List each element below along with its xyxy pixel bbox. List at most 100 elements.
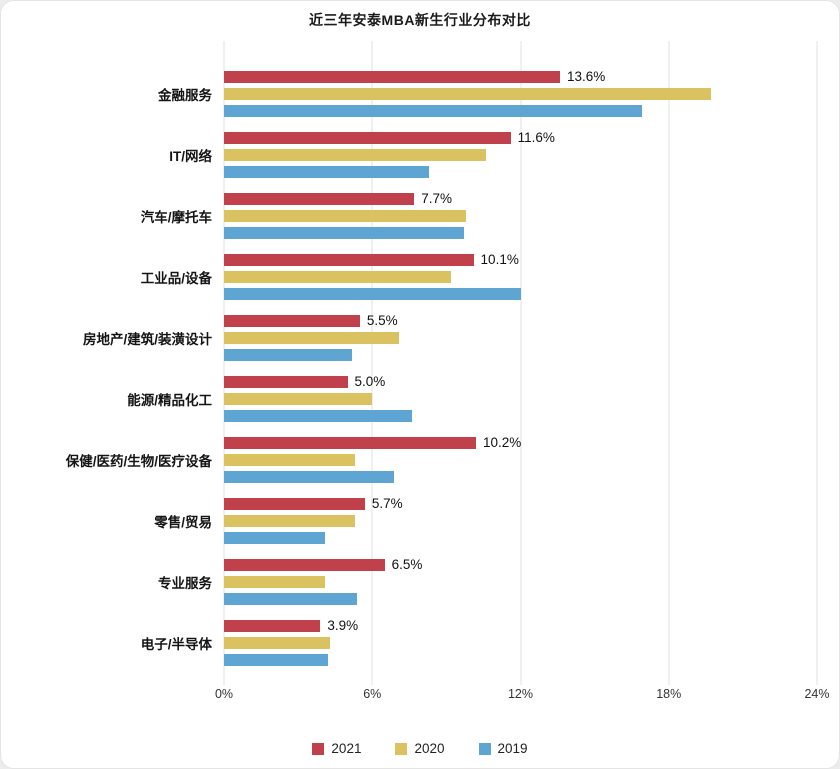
category-row: 能源/精品化工 5.0%	[1, 374, 817, 422]
bar-2020	[224, 87, 711, 100]
bar-2021	[224, 314, 360, 327]
bar-2020	[224, 453, 355, 466]
bar-2020	[224, 575, 326, 588]
bar-2019	[224, 592, 358, 605]
bar-2019	[224, 653, 328, 666]
gridlines	[223, 41, 818, 685]
bar-2021	[224, 375, 348, 388]
bar-line	[224, 636, 817, 649]
chart-title: 近三年安泰MBA新生行业分布对比	[309, 12, 531, 28]
bar-2020	[224, 148, 486, 161]
bar-group: 7.7%	[224, 191, 817, 239]
value-label: 10.1%	[480, 252, 519, 267]
bar-line	[224, 209, 817, 222]
bar-line	[224, 104, 817, 117]
bar-2020	[224, 209, 467, 222]
bar-2019	[224, 287, 521, 300]
bar-2020	[224, 392, 373, 405]
bar-line	[224, 409, 817, 422]
gridline	[520, 41, 521, 685]
value-label: 6.5%	[391, 557, 423, 572]
category-row: 电子/半导体 3.9%	[1, 618, 817, 666]
bar-group: 5.7%	[224, 496, 817, 544]
bar-line	[224, 592, 817, 605]
category-label: 工业品/设备	[140, 270, 212, 286]
category-row: 汽车/摩托车 7.7%	[1, 191, 817, 239]
bar-line	[224, 165, 817, 178]
category-row: 保健/医药/生物/医疗设备 10.2%	[1, 435, 817, 483]
bar-2021	[224, 131, 511, 144]
value-label: 7.7%	[421, 191, 453, 206]
legend-item-2020: 2020	[395, 741, 445, 756]
bar-line: 10.1%	[224, 252, 817, 267]
bar-2019	[224, 348, 353, 361]
category-row: 金融服务 13.6%	[1, 69, 817, 117]
value-label: 5.7%	[371, 496, 403, 511]
bar-line	[224, 470, 817, 483]
bar-2021	[224, 253, 474, 266]
legend-item-2021: 2021	[312, 741, 361, 756]
bar-line: 10.2%	[224, 435, 817, 450]
category-row: 专业服务 6.5%	[1, 557, 817, 605]
bar-line	[224, 453, 817, 466]
bar-chart: 金融服务 13.6% IT/网络 11.6% 汽车/摩托车 7.7% 工业品/设备 10.1%…	[1, 41, 839, 685]
category-label: 汽车/摩托车	[140, 209, 212, 225]
x-tick-label: 0%	[214, 687, 234, 701]
bar-2019	[224, 531, 326, 544]
value-label: 5.0%	[354, 374, 386, 389]
bar-2020	[224, 514, 355, 527]
x-tick-label: 18%	[656, 687, 682, 701]
bar-line	[224, 653, 817, 666]
bar-line	[224, 226, 817, 239]
legend-swatch-icon	[478, 742, 491, 755]
bar-line: 3.9%	[224, 618, 817, 633]
category-row: 房地产/建筑/装潢设计 5.5%	[1, 313, 817, 361]
legend-swatch-icon	[312, 742, 325, 755]
bar-group: 10.2%	[224, 435, 817, 483]
bar-group: 6.5%	[224, 557, 817, 605]
bar-line	[224, 392, 817, 405]
bar-line	[224, 270, 817, 283]
value-label: 3.9%	[327, 618, 359, 633]
gridline	[371, 41, 373, 685]
bar-2021	[224, 497, 365, 510]
x-tick-label: 12%	[507, 687, 534, 701]
category-label: 电子/半导体	[140, 636, 212, 652]
bar-2019	[224, 470, 395, 483]
legend-label: 2021	[331, 741, 362, 756]
bar-line: 13.6%	[224, 69, 817, 84]
category-row: 零售/贸易 5.7%	[1, 496, 817, 544]
category-label: 专业服务	[158, 575, 212, 591]
bar-group: 5.5%	[224, 313, 817, 361]
bar-line: 5.7%	[224, 496, 817, 511]
bar-line	[224, 287, 817, 300]
category-row: IT/网络 11.6%	[1, 130, 817, 178]
category-label: 房地产/建筑/装潢设计	[82, 331, 212, 347]
bar-2019	[224, 226, 464, 239]
category-label: 金融服务	[158, 87, 212, 103]
value-label: 5.5%	[366, 313, 398, 328]
bar-2021	[224, 619, 321, 632]
bar-2020	[224, 270, 452, 283]
bar-line: 5.5%	[224, 313, 817, 328]
bar-line	[224, 531, 817, 544]
legend-swatch-icon	[395, 742, 408, 755]
bar-line	[224, 514, 817, 527]
gridline	[668, 41, 670, 685]
bar-line: 7.7%	[224, 191, 817, 206]
legend-item-2019: 2019	[478, 741, 528, 756]
bar-group: 11.6%	[224, 130, 817, 178]
bar-line	[224, 348, 817, 361]
value-label: 10.2%	[483, 435, 522, 450]
bar-2021	[224, 558, 385, 571]
bar-group: 5.0%	[224, 374, 817, 422]
chart-rows: 金融服务 13.6% IT/网络 11.6% 汽车/摩托车 7.7% 工业品/设备 10.1%…	[1, 41, 817, 685]
category-label: 保健/医药/生物/医疗设备	[65, 453, 212, 469]
bar-line	[224, 575, 817, 588]
gridline	[816, 41, 818, 685]
bar-line: 5.0%	[224, 374, 817, 389]
legend-label: 2019	[497, 741, 528, 756]
category-label: 能源/精品化工	[127, 392, 212, 408]
x-tick-label: 6%	[363, 687, 382, 701]
